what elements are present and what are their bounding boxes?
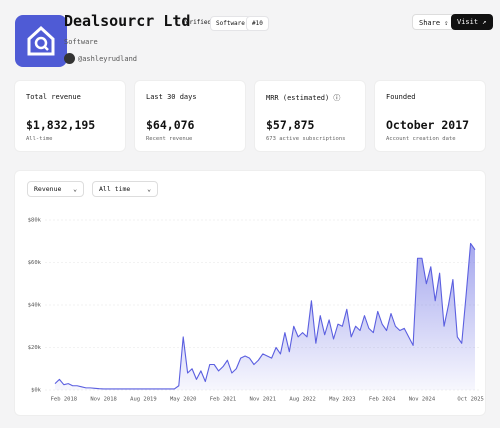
- stat-value: October 2017: [386, 118, 470, 132]
- category-badge[interactable]: Software: [210, 16, 251, 31]
- x-tick-label: Nov 2018: [90, 397, 117, 403]
- author[interactable]: @ashleyrudland: [78, 55, 138, 63]
- y-tick-label: $60k: [28, 260, 42, 266]
- share-button[interactable]: Share ⇪: [412, 14, 456, 30]
- stat-card: Founded October 2017 Account creation date: [374, 80, 486, 152]
- stat-label: Founded: [386, 93, 416, 101]
- stat-card: Total revenue $1,832,195 All-time: [14, 80, 126, 152]
- stat-note: All-time: [26, 136, 53, 142]
- stat-note: 673 active subscriptions: [266, 136, 346, 142]
- y-tick-label: $40k: [28, 303, 42, 309]
- stat-value: $64,076: [146, 118, 195, 132]
- x-tick-label: May 2020: [170, 397, 197, 403]
- metric-select[interactable]: Revenue ⌄: [27, 181, 84, 197]
- stat-note: Recent revenue: [146, 136, 193, 142]
- x-tick-label: Aug 2022: [289, 397, 316, 403]
- select-label: All time: [99, 185, 131, 193]
- x-tick-label: Oct 2025: [457, 397, 484, 403]
- avatar: [64, 53, 75, 64]
- stat-card: MRR (estimated) ⓘ $57,875 673 active subsc…: [254, 80, 366, 152]
- stat-card: Last 30 days $64,076 Recent revenue: [134, 80, 246, 152]
- stat-label-text: MRR (estimated): [266, 94, 330, 102]
- stat-value: $57,875: [266, 118, 315, 132]
- rank-badge: #10: [246, 16, 269, 31]
- select-label: Revenue: [34, 185, 62, 193]
- logo: [15, 15, 67, 67]
- chart: $0k $20k $40k $60k $80k Feb 2018 Nov 2018 Aug 2…: [28, 218, 484, 403]
- verified-badge: ✓ Verified: [175, 19, 212, 26]
- visit-label: Visit: [457, 18, 479, 26]
- visit-button[interactable]: Visit ↗: [451, 14, 493, 30]
- company-name: Dealsourcr Ltd: [64, 12, 191, 30]
- stat-label: MRR (estimated) ⓘ: [266, 94, 341, 102]
- x-tick-label: Feb 2024: [369, 397, 396, 403]
- area: [55, 243, 475, 390]
- y-tick-label: $20k: [28, 345, 42, 351]
- line: [54, 242, 476, 390]
- x-tick-label: Aug 2019: [130, 397, 157, 403]
- stat-value: $1,832,195: [26, 118, 96, 132]
- y-tick-label: $0k: [31, 388, 42, 394]
- chart-card: Revenue ⌄ All time ⌄ $0k $20k $40k $60k $80k Fe…: [14, 170, 486, 416]
- x-tick-label: Nov 2021: [250, 397, 277, 403]
- stat-note: Account creation date: [386, 136, 456, 142]
- stat-label: Last 30 days: [146, 93, 197, 101]
- stat-label: Total revenue: [26, 93, 81, 101]
- x-tick-label: May 2023: [329, 397, 356, 403]
- x-tick-label: Feb 2021: [210, 397, 237, 403]
- range-select[interactable]: All time ⌄: [92, 181, 158, 197]
- share-label: Share: [419, 19, 441, 27]
- category: Software: [64, 38, 98, 46]
- logo-icon: [27, 25, 55, 56]
- x-tick-label: Nov 2024: [409, 397, 436, 403]
- y-tick-label: $80k: [28, 218, 42, 224]
- x-tick-label: Feb 2018: [51, 397, 78, 403]
- badge-text: Verified: [182, 19, 212, 26]
